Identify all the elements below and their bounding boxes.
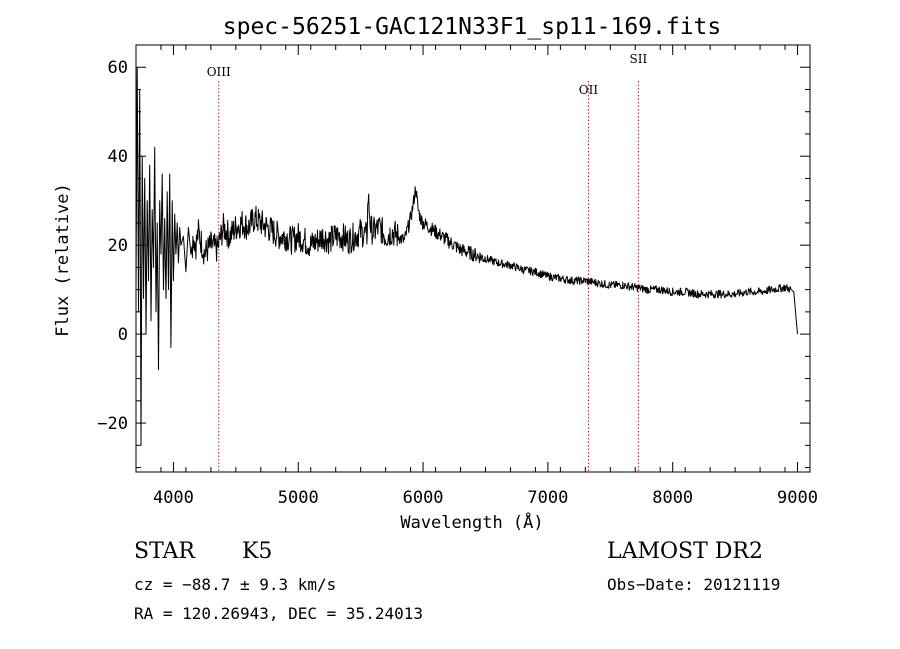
emission-line-label: SII — [630, 52, 648, 66]
redshift-velocity: cz = −88.7 ± 9.3 km/s — [134, 575, 337, 594]
y-tick-label: 60 — [108, 58, 128, 78]
x-tick-label: 6000 — [403, 488, 444, 508]
y-tick-label: 0 — [118, 325, 128, 345]
survey-name: LAMOST DR2 — [607, 539, 763, 564]
x-tick-label: 4000 — [153, 488, 194, 508]
y-axis-label: Flux (relative) — [53, 183, 73, 337]
x-tick-label: 8000 — [652, 488, 693, 508]
chart-title: spec-56251-GAC121N33F1_sp11-169.fits — [223, 14, 722, 40]
object-subclass: K5 — [242, 539, 273, 564]
observation-date: Obs−Date: 20121119 — [607, 575, 781, 594]
x-tick-label: 9000 — [777, 488, 818, 508]
y-tick-label: −20 — [97, 414, 128, 434]
spectrum-series-line — [135, 66, 798, 446]
object-class: STAR — [134, 539, 195, 564]
sky-coordinates: RA = 120.26943, DEC = 35.24013 — [134, 604, 423, 623]
y-tick-label: 40 — [108, 147, 128, 167]
x-axis-label: Wavelength (Å) — [400, 511, 543, 533]
axis-ticks: 4000 5000 6000 7000 8000 9000 −20 0 20 40 60 — [97, 45, 818, 508]
y-tick-label: 20 — [108, 236, 128, 256]
emission-line-markers: OIII OII SII — [207, 52, 648, 472]
x-tick-label: 7000 — [527, 488, 568, 508]
emission-line-label: OII — [579, 83, 599, 97]
x-tick-label: 5000 — [278, 488, 319, 508]
emission-line-label: OIII — [207, 65, 231, 79]
